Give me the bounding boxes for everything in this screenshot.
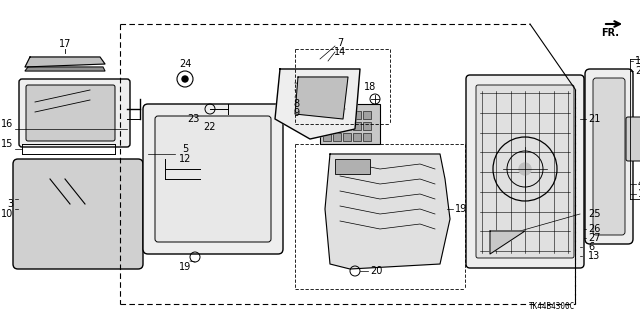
FancyBboxPatch shape bbox=[26, 85, 115, 141]
Text: 14: 14 bbox=[334, 47, 346, 57]
Text: 15: 15 bbox=[1, 139, 13, 149]
Text: 19: 19 bbox=[179, 262, 191, 272]
FancyBboxPatch shape bbox=[323, 133, 331, 141]
FancyBboxPatch shape bbox=[320, 104, 380, 144]
Text: 10: 10 bbox=[1, 209, 13, 219]
FancyBboxPatch shape bbox=[363, 133, 371, 141]
Text: 20: 20 bbox=[370, 266, 382, 276]
FancyBboxPatch shape bbox=[143, 104, 283, 254]
Polygon shape bbox=[25, 57, 105, 67]
Text: 3: 3 bbox=[7, 199, 13, 209]
Text: 8: 8 bbox=[294, 99, 300, 109]
FancyBboxPatch shape bbox=[19, 79, 130, 147]
FancyBboxPatch shape bbox=[323, 111, 331, 119]
Text: 4: 4 bbox=[638, 179, 640, 189]
Text: 7: 7 bbox=[337, 38, 343, 48]
FancyBboxPatch shape bbox=[353, 111, 361, 119]
Text: 9: 9 bbox=[294, 108, 300, 118]
FancyBboxPatch shape bbox=[155, 116, 271, 242]
Text: 19: 19 bbox=[455, 204, 467, 214]
Circle shape bbox=[182, 76, 188, 82]
Text: 13: 13 bbox=[588, 251, 600, 261]
FancyBboxPatch shape bbox=[343, 111, 351, 119]
Text: 6: 6 bbox=[588, 242, 594, 252]
Circle shape bbox=[519, 163, 531, 175]
Text: 22: 22 bbox=[204, 122, 216, 132]
Text: 25: 25 bbox=[588, 209, 600, 219]
FancyBboxPatch shape bbox=[363, 122, 371, 130]
Text: 12: 12 bbox=[179, 154, 191, 164]
Text: 1: 1 bbox=[635, 56, 640, 66]
FancyBboxPatch shape bbox=[333, 111, 341, 119]
Text: 18: 18 bbox=[364, 82, 376, 92]
FancyBboxPatch shape bbox=[343, 133, 351, 141]
FancyBboxPatch shape bbox=[585, 69, 633, 244]
Text: 21: 21 bbox=[588, 114, 600, 124]
Text: 26: 26 bbox=[588, 224, 600, 234]
FancyBboxPatch shape bbox=[335, 159, 370, 174]
Polygon shape bbox=[25, 67, 105, 71]
FancyBboxPatch shape bbox=[593, 78, 625, 235]
FancyBboxPatch shape bbox=[333, 133, 341, 141]
FancyBboxPatch shape bbox=[476, 85, 574, 258]
FancyBboxPatch shape bbox=[323, 122, 331, 130]
FancyBboxPatch shape bbox=[466, 75, 584, 268]
Polygon shape bbox=[275, 69, 360, 139]
FancyBboxPatch shape bbox=[343, 122, 351, 130]
Text: FR.: FR. bbox=[601, 28, 619, 38]
Text: 5: 5 bbox=[182, 144, 188, 154]
Text: TK44B4300C: TK44B4300C bbox=[529, 302, 575, 311]
FancyBboxPatch shape bbox=[363, 111, 371, 119]
FancyBboxPatch shape bbox=[13, 159, 143, 269]
FancyBboxPatch shape bbox=[353, 122, 361, 130]
Text: 17: 17 bbox=[59, 39, 71, 49]
Text: 2: 2 bbox=[635, 66, 640, 76]
FancyBboxPatch shape bbox=[333, 122, 341, 130]
FancyBboxPatch shape bbox=[353, 133, 361, 141]
Text: 11: 11 bbox=[638, 189, 640, 199]
FancyBboxPatch shape bbox=[626, 117, 640, 161]
Polygon shape bbox=[295, 77, 348, 119]
Polygon shape bbox=[325, 154, 450, 269]
Polygon shape bbox=[490, 231, 525, 254]
Text: 24: 24 bbox=[179, 59, 191, 69]
Text: 23: 23 bbox=[188, 114, 200, 124]
Text: 27: 27 bbox=[588, 233, 600, 243]
Text: 16: 16 bbox=[1, 119, 13, 129]
